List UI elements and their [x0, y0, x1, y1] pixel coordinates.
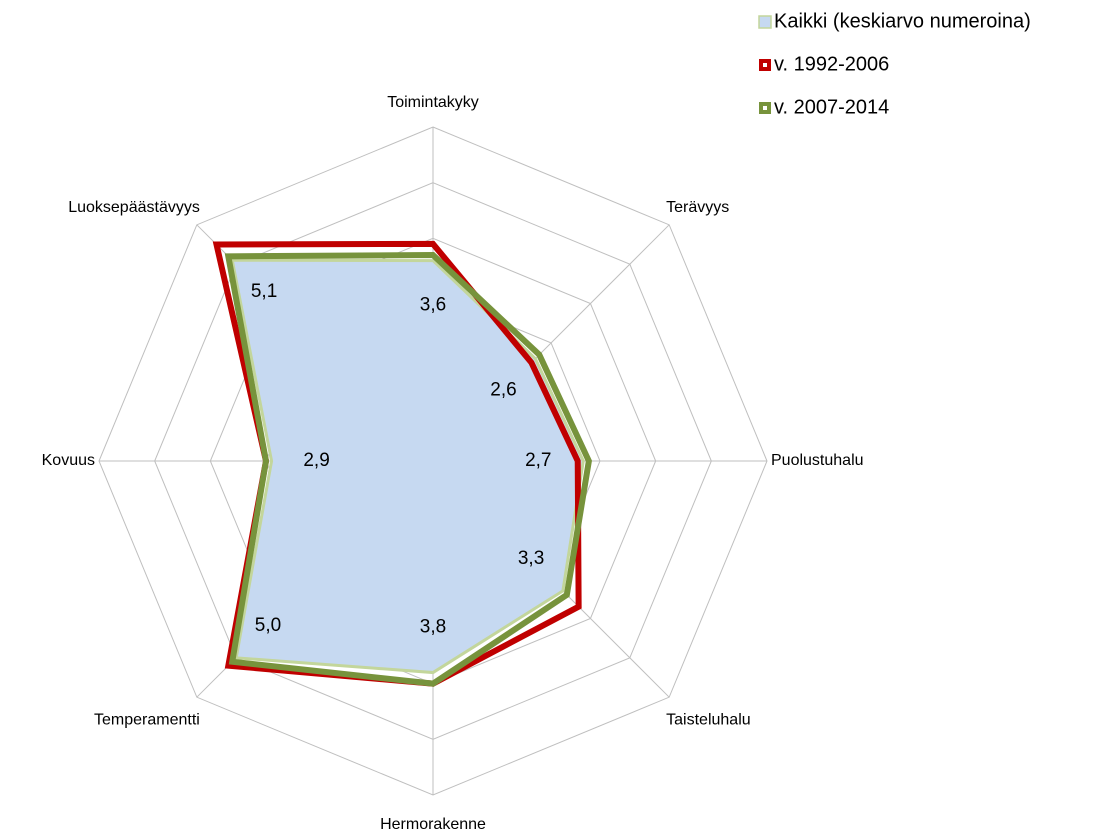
- value-label: 2,7: [525, 450, 551, 471]
- legend-swatch: [758, 15, 772, 29]
- value-label: 3,8: [420, 617, 446, 638]
- category-label: Toimintakyky: [387, 94, 479, 111]
- value-label: 5,1: [251, 281, 277, 302]
- line: [224, 252, 592, 687]
- value-label: 2,9: [303, 450, 329, 471]
- category-label: Temperamentti: [94, 711, 200, 728]
- legend-swatch-inner: [763, 106, 767, 110]
- category-label: Taisteluhalu: [666, 711, 751, 728]
- legend-label: v. 1992-2006: [774, 53, 889, 75]
- category-label: Hermorakenne: [380, 816, 486, 832]
- category-label: Terävyys: [666, 199, 729, 216]
- value-label: 3,6: [420, 295, 446, 316]
- legend-label: v. 2007-2014: [774, 96, 889, 118]
- legend-swatch-inner: [763, 63, 767, 67]
- area: [230, 258, 585, 675]
- value-label: 2,6: [490, 379, 516, 400]
- category-label: Luoksepäästävyys: [68, 199, 200, 216]
- value-label: 3,3: [518, 548, 544, 569]
- value-label: 5,0: [255, 615, 281, 636]
- legend-label: Kaikki (keskiarvo numeroina): [774, 10, 1031, 32]
- category-label: Puolustuhalu: [771, 452, 864, 469]
- category-label: Kovuus: [42, 452, 95, 469]
